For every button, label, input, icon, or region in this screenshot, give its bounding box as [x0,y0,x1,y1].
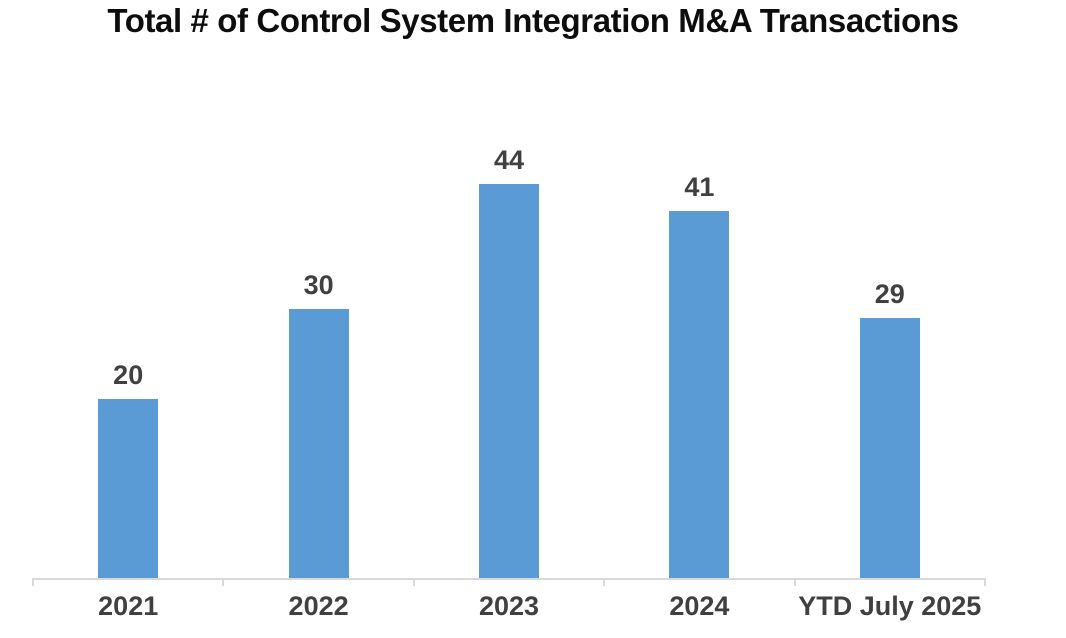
x-axis-label-YTD July 2025: YTD July 2025 [798,591,982,621]
bar-YTD July 2025 [859,318,920,578]
x-axis-tick [412,578,415,586]
x-axis-tick [984,578,986,586]
x-axis-label-2023: 2023 [478,591,540,621]
x-axis-tick [32,578,34,586]
x-axis-tick [793,578,796,586]
bar-value-label: 44 [493,145,525,175]
bar-2021 [98,399,159,578]
x-axis-tick [222,578,225,586]
chart-title: Total # of Control System Integration M&… [107,2,959,39]
bar-value-label: 29 [874,279,905,309]
bar-value-label: 41 [684,172,715,202]
x-axis-label-2024: 2024 [669,591,730,621]
bar-2022 [288,309,349,578]
x-axis-label-2021: 2021 [98,591,159,621]
bar-2023 [479,184,539,578]
bar-value-label: 30 [303,270,334,300]
x-axis-line [33,578,985,580]
bar-value-label: 20 [113,360,144,390]
x-axis-tick [603,578,606,586]
x-axis-label-2022: 2022 [288,591,349,621]
bar-2024 [669,211,730,578]
